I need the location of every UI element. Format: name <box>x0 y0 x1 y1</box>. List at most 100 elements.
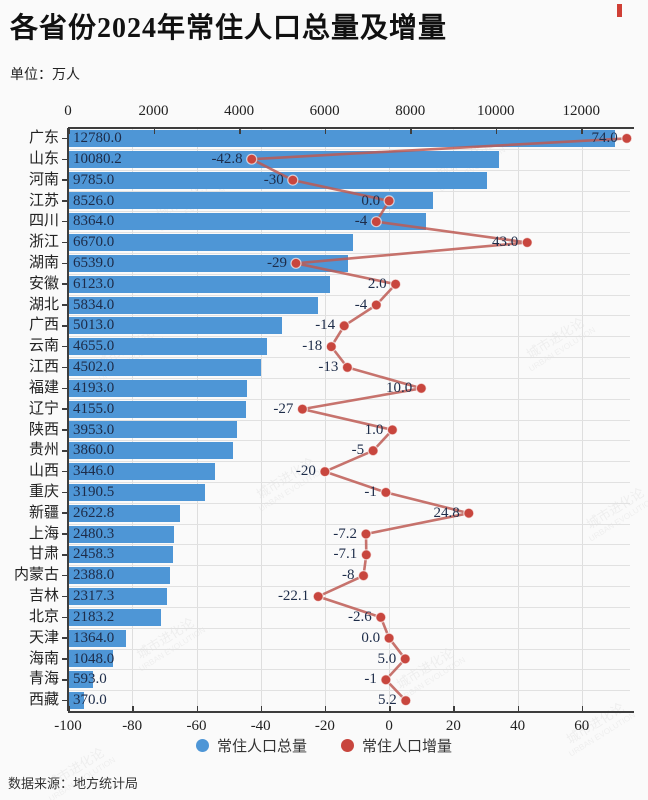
bar-value-label: 370.0 <box>73 692 107 709</box>
increment-dot <box>400 694 412 707</box>
increment-value-label: 24.8 <box>433 504 460 521</box>
y-axis-tick <box>62 574 68 577</box>
horizontal-gridline <box>68 211 630 213</box>
increment-dot <box>325 341 337 353</box>
horizontal-gridline <box>68 357 630 358</box>
increment-dot <box>390 278 402 290</box>
category-label: 重庆 <box>28 483 59 500</box>
bottom-axis-tick-label: 0 <box>385 718 393 734</box>
population-bar <box>68 213 426 231</box>
increment-value-label: -7.2 <box>333 525 357 542</box>
population-bar <box>68 234 354 251</box>
increment-value-label: -7.1 <box>333 546 358 563</box>
population-bar <box>68 400 246 418</box>
population-bar <box>68 463 216 481</box>
y-axis-tick <box>62 345 68 348</box>
y-axis-tick <box>62 325 68 327</box>
top-axis-tick <box>324 127 327 134</box>
legend-item-total: 常住人口总量 <box>195 735 307 756</box>
increment-dot <box>463 507 475 519</box>
increment-dot <box>341 361 353 373</box>
horizontal-gridline <box>68 648 630 650</box>
horizontal-gridline <box>68 294 630 296</box>
increment-value-label: 5.0 <box>377 650 397 667</box>
bar-value-label: 6539.0 <box>73 254 115 271</box>
horizontal-gridline <box>68 544 630 546</box>
category-label: 广东 <box>28 129 59 146</box>
increment-dot <box>338 320 350 332</box>
bar-value-label: 3953.0 <box>73 421 115 438</box>
y-axis-tick <box>62 595 68 598</box>
increment-value-label: -30 <box>263 171 284 188</box>
increment-dot <box>357 570 370 582</box>
bottom-axis-tick <box>324 706 327 713</box>
bottom-axis-line <box>68 711 634 713</box>
bar-value-label: 10080.2 <box>73 150 122 167</box>
increment-value-label: 0.0 <box>361 629 381 646</box>
horizontal-gridline <box>68 169 630 171</box>
y-axis-tick <box>62 429 68 431</box>
top-axis-tick-label: 4000 <box>224 103 255 119</box>
increment-dot <box>287 174 299 186</box>
horizontal-gridline <box>68 148 630 150</box>
y-axis-tick <box>62 699 68 702</box>
bar-value-label: 1048.0 <box>73 650 115 667</box>
increment-value-label: 0.0 <box>361 192 381 209</box>
plot-grid: 12780.0 10080.2 9785.0 8526.0 8364.0 6670.0 65… <box>68 128 633 711</box>
increment-dot <box>383 632 395 644</box>
increment-dot <box>399 653 411 665</box>
horizontal-gridline <box>68 315 630 317</box>
population-bar <box>68 379 248 397</box>
population-bar <box>68 171 487 189</box>
horizontal-gridline <box>68 669 630 671</box>
increment-value-label: -1 <box>364 671 377 688</box>
data-source-note: 数据来源：地方统计局 <box>8 776 139 791</box>
top-axis-tick <box>581 127 583 134</box>
population-bar <box>68 483 205 501</box>
y-axis-tick <box>62 283 68 285</box>
population-bar <box>68 129 615 147</box>
bar-value-label: 5834.0 <box>73 296 115 313</box>
increment-dot <box>386 424 398 436</box>
top-axis-tick-label: 0 <box>64 103 72 119</box>
category-label: 天津 <box>28 628 59 646</box>
horizontal-gridline <box>68 252 630 254</box>
population-bar <box>68 254 348 272</box>
population-bar <box>68 504 181 522</box>
increment-dot <box>360 528 372 540</box>
bar-value-label: 3190.5 <box>73 484 115 500</box>
bar-value-label: 2458.3 <box>73 546 115 563</box>
bar-value-label: 6670.0 <box>73 234 115 251</box>
bar-value-label: 2480.3 <box>73 525 115 542</box>
y-axis-tick <box>62 220 68 223</box>
y-axis-tick <box>62 512 68 514</box>
population-bar <box>68 671 94 689</box>
category-label: 江苏 <box>28 191 59 209</box>
y-axis-tick <box>62 554 68 556</box>
increment-dot <box>521 236 533 249</box>
horizontal-gridline <box>68 482 630 483</box>
increment-value-label: -22.1 <box>277 588 310 605</box>
y-axis-tick <box>62 637 68 639</box>
category-label: 辽宁 <box>28 399 59 417</box>
increment-value-label: 43.0 <box>491 234 519 251</box>
horizontal-gridline <box>68 586 630 588</box>
increment-value-label: 74.0 <box>591 130 618 146</box>
bar-value-label: 3446.0 <box>73 463 115 480</box>
category-label: 海南 <box>28 649 59 667</box>
legend-increment-dot-icon <box>341 739 354 752</box>
category-label: 安徽 <box>28 274 59 292</box>
top-axis-tick <box>410 127 412 134</box>
legend-total-dot-icon <box>195 739 209 752</box>
bottom-axis-tick-label: -20 <box>314 718 335 734</box>
y-axis-tick <box>62 408 68 410</box>
horizontal-gridline <box>68 377 630 379</box>
top-axis-tick-label: 12000 <box>562 103 600 119</box>
bar-value-label: 8364.0 <box>73 213 115 230</box>
y-axis-tick <box>62 450 68 452</box>
population-bar <box>68 525 175 543</box>
bottom-axis-tick-label: -100 <box>54 718 82 734</box>
bar-value-label: 5013.0 <box>73 317 115 334</box>
category-label: 云南 <box>28 337 59 355</box>
